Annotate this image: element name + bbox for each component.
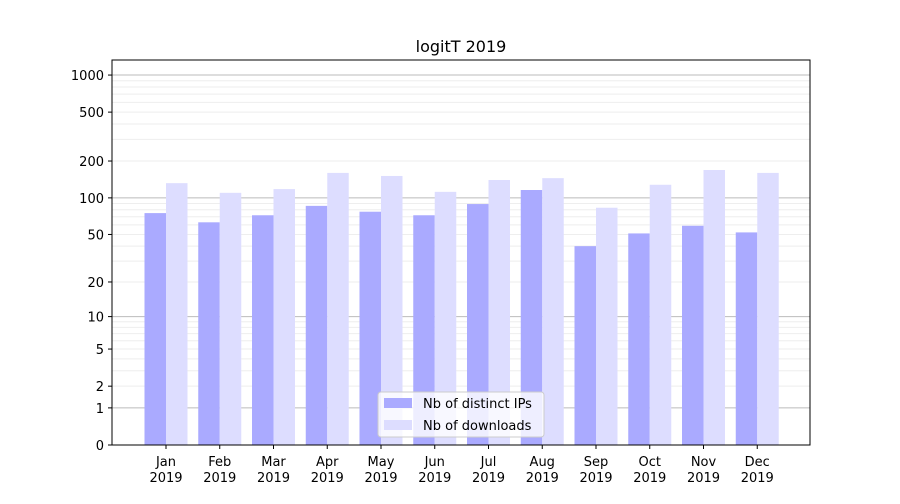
legend: Nb of distinct IPs Nb of downloads bbox=[377, 391, 545, 438]
bar-downloads bbox=[757, 172, 779, 446]
bar-downloads bbox=[381, 175, 403, 445]
y-tick-label: 20 bbox=[87, 276, 104, 291]
legend-swatch-ips bbox=[384, 398, 412, 408]
bar-distinct-ips bbox=[359, 211, 381, 445]
bar-downloads bbox=[166, 183, 188, 446]
x-tick-label: Nov 2019 bbox=[687, 455, 720, 486]
legend-label-ips: Nb of distinct IPs bbox=[423, 397, 532, 412]
x-tick-label: Dec 2019 bbox=[741, 455, 774, 486]
y-tick-label: 500 bbox=[79, 106, 104, 121]
y-tick-label: 200 bbox=[79, 155, 104, 170]
bar-distinct-ips bbox=[413, 215, 435, 445]
bar-downloads bbox=[542, 178, 564, 445]
bar-distinct-ips bbox=[520, 189, 543, 445]
bar-distinct-ips bbox=[735, 232, 758, 445]
legend-box bbox=[377, 391, 545, 438]
x-tick-label: Jun 2019 bbox=[418, 455, 451, 486]
y-tick-label: 2 bbox=[96, 380, 104, 395]
y-axis: 0 1 2 5 10 20 50 100 200 500 1000 bbox=[71, 69, 112, 454]
x-tick-label: Oct 2019 bbox=[633, 455, 666, 486]
bars bbox=[144, 169, 779, 446]
bar-distinct-ips bbox=[628, 233, 650, 445]
y-tick-label: 50 bbox=[87, 228, 104, 243]
bar-distinct-ips bbox=[305, 205, 328, 445]
bar-distinct-ips bbox=[252, 215, 274, 445]
bar-distinct-ips bbox=[198, 222, 220, 445]
bar-downloads bbox=[703, 169, 725, 445]
x-tick-label: Feb 2019 bbox=[203, 455, 236, 486]
y-tick-label: 100 bbox=[79, 192, 104, 207]
y-tick-label: 0 bbox=[96, 439, 104, 454]
axes-frame bbox=[111, 59, 811, 446]
bar-downloads bbox=[649, 184, 672, 445]
legend-label-downloads: Nb of downloads bbox=[423, 419, 532, 434]
bar-downloads bbox=[434, 191, 457, 445]
y-tick-label: 1 bbox=[96, 402, 104, 417]
bar-downloads bbox=[596, 207, 618, 445]
x-tick-label: Jul 2019 bbox=[472, 455, 505, 486]
x-tick-label: Mar 2019 bbox=[257, 455, 290, 486]
x-tick-label: Aug 2019 bbox=[526, 455, 559, 486]
legend-swatch-downloads bbox=[384, 420, 412, 430]
bar-distinct-ips bbox=[682, 225, 704, 445]
y-tick-label: 5 bbox=[96, 343, 104, 358]
bar-downloads bbox=[219, 192, 242, 445]
x-tick-label: May 2019 bbox=[364, 455, 397, 486]
bar-distinct-ips bbox=[574, 246, 596, 445]
bar-downloads bbox=[327, 172, 349, 446]
bar-downloads bbox=[488, 180, 510, 445]
x-tick-label: Sep 2019 bbox=[579, 455, 612, 486]
x-tick-label: Jan 2019 bbox=[149, 455, 182, 486]
y-tick-label: 10 bbox=[87, 311, 104, 326]
y-tick-label: 1000 bbox=[71, 69, 104, 84]
x-tick-label: Apr 2019 bbox=[311, 455, 344, 486]
chart-title: logitT 2019 bbox=[416, 37, 507, 56]
bar-distinct-ips bbox=[467, 204, 489, 445]
bar-distinct-ips bbox=[144, 213, 166, 445]
bar-downloads bbox=[273, 189, 295, 445]
x-axis: Jan 2019 Feb 2019 Mar 2019 Apr 2019 May 2019 Jun 20… bbox=[149, 445, 774, 486]
